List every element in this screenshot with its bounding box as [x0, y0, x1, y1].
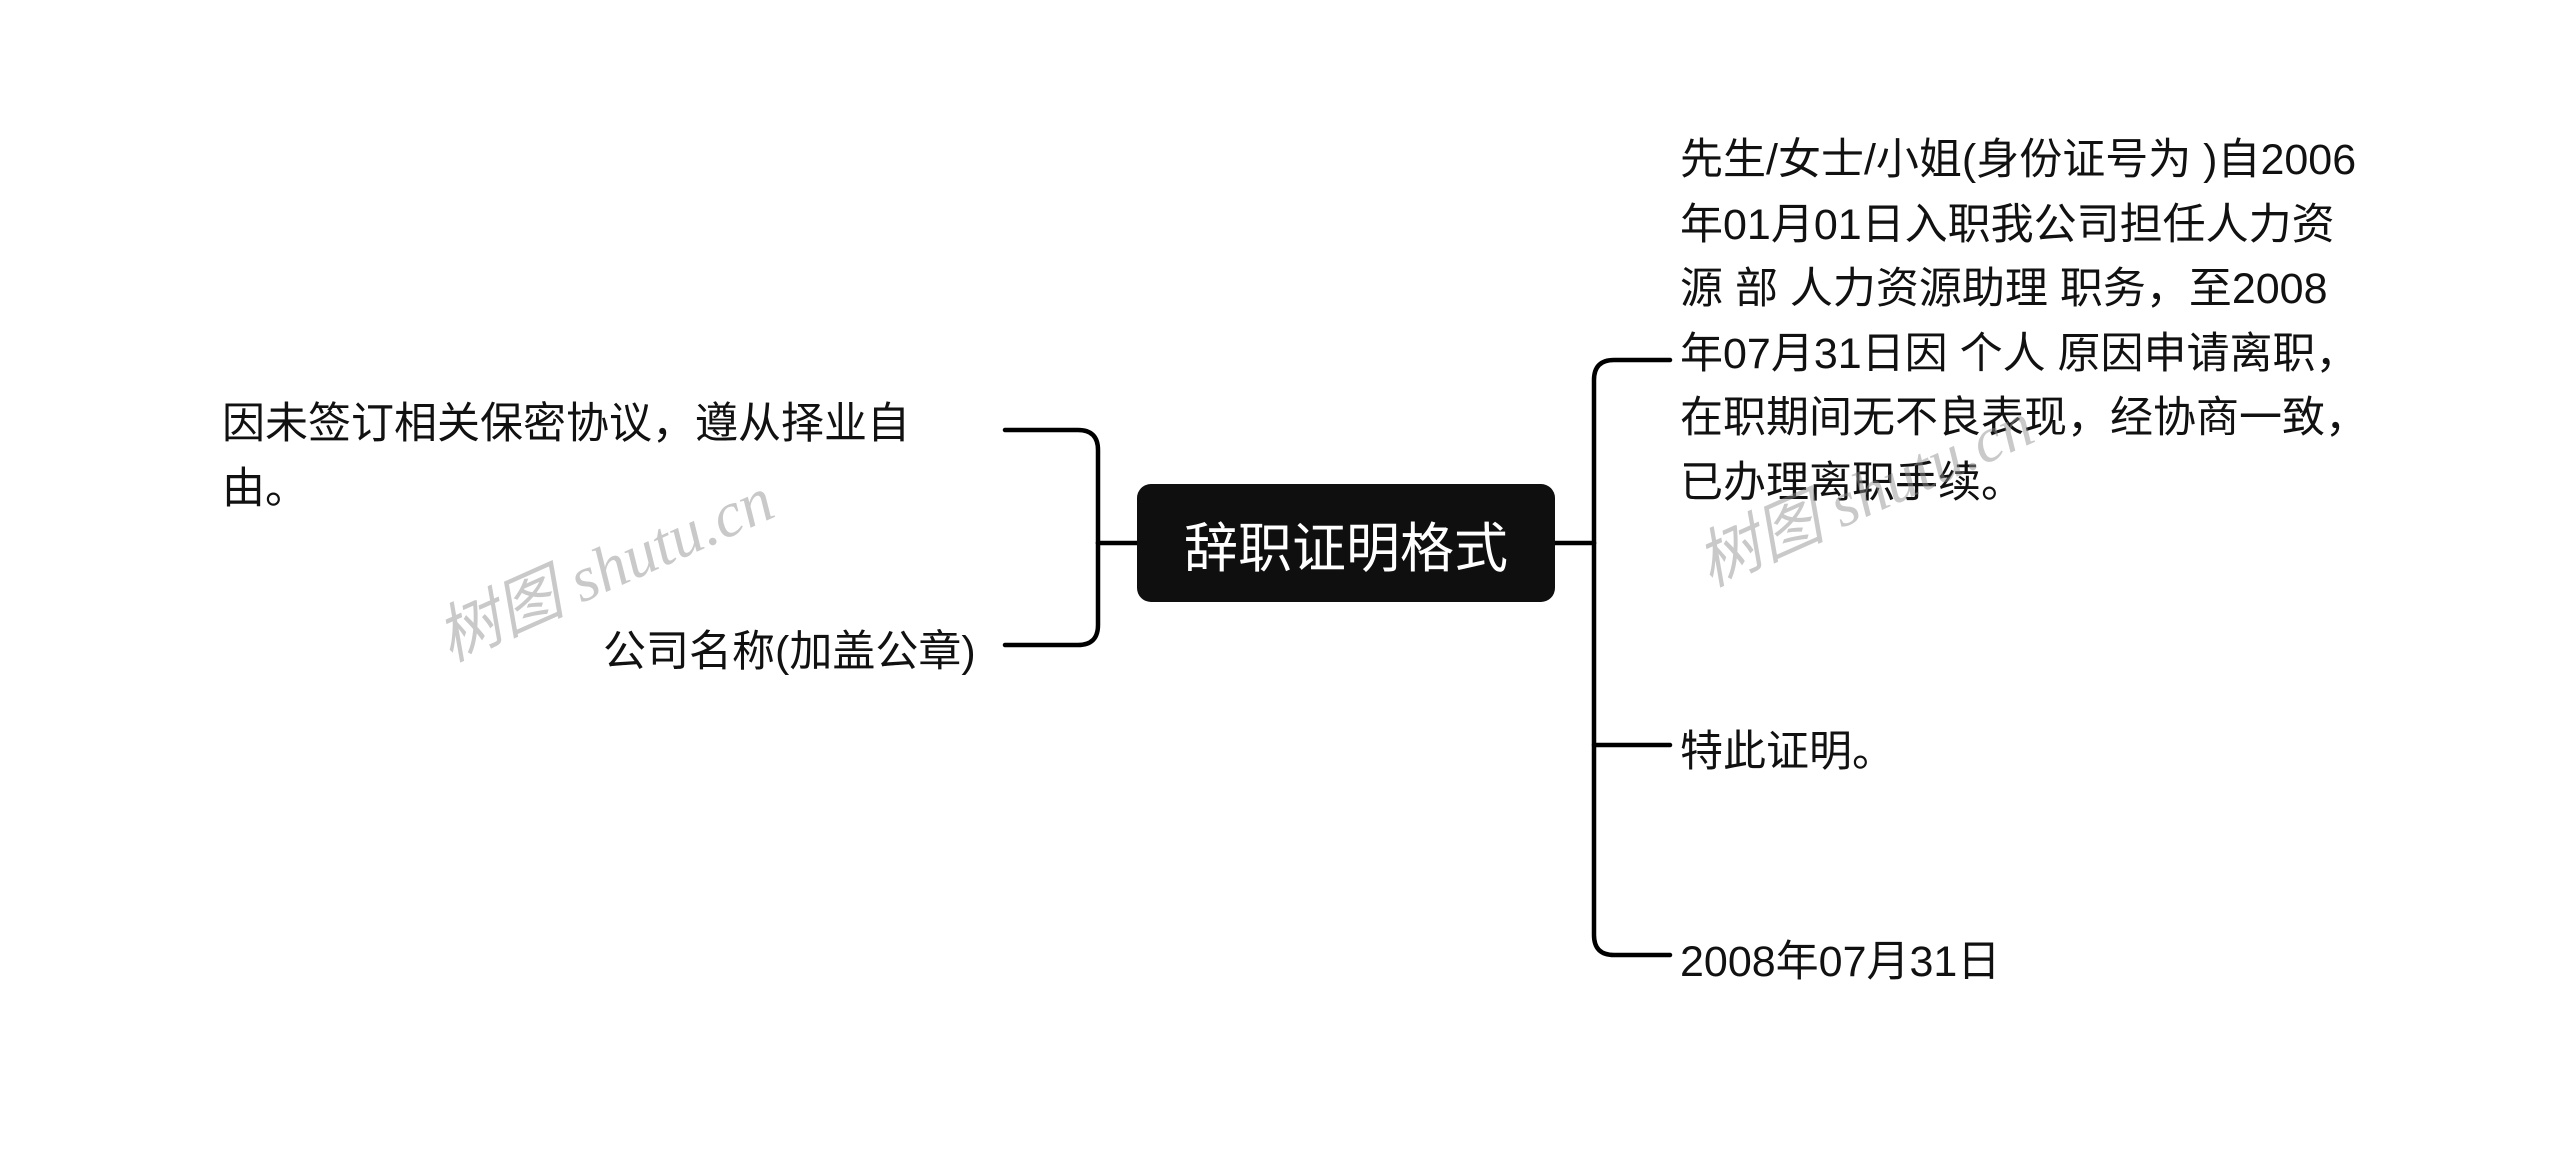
mindmap-node: 公司名称(加盖公章) — [603, 620, 1003, 685]
center-node-label: 辞职证明格式 — [1184, 504, 1508, 583]
mindmap-node: 先生/女士/小姐(身份证号为 )自2006年01月01日入职我公司担任人力资源 … — [1680, 128, 2370, 515]
mindmap-node: 2008年07月31日 — [1680, 930, 2080, 995]
mindmap-stage: 辞职证明格式 因未签订相关保密协议，遵从择业自由。公司名称(加盖公章) 先生/女士… — [0, 0, 2560, 1165]
mindmap-node: 特此证明。 — [1680, 720, 1980, 785]
mindmap-node: 因未签订相关保密协议，遵从择业自由。 — [222, 392, 982, 521]
center-node: 辞职证明格式 — [1137, 484, 1555, 602]
